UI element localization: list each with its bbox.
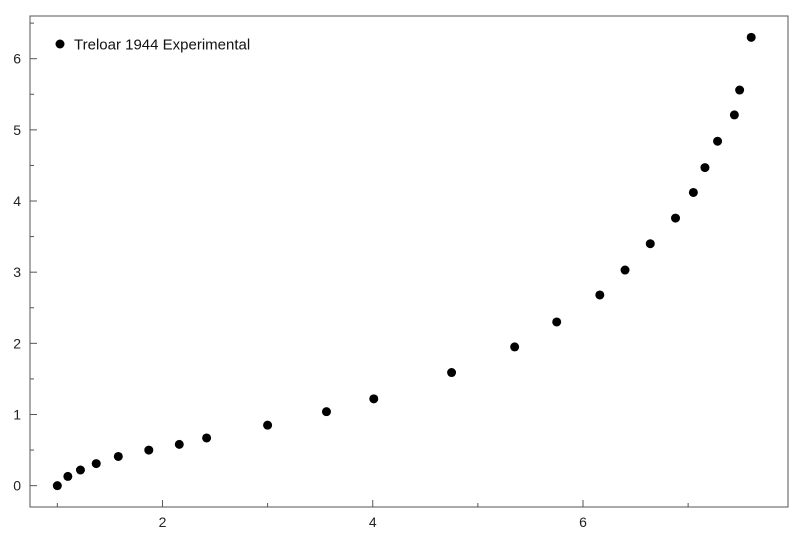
data-point: [52, 481, 62, 491]
data-point: [688, 187, 698, 197]
axes: 2 4 6 0 1 2 3 4 5 6: [13, 22, 689, 530]
data-point: [91, 459, 101, 469]
data-point: [263, 420, 273, 430]
data-point: [620, 265, 630, 275]
data-point: [595, 290, 605, 300]
data-point: [63, 471, 73, 481]
y-tick-label: 0: [13, 478, 21, 494]
data-point: [746, 32, 756, 42]
legend-label: Treloar 1944 Experimental: [74, 37, 250, 54]
data-point: [113, 451, 123, 461]
data-point: [510, 342, 520, 352]
data-point: [369, 394, 379, 404]
data-point: [645, 239, 655, 249]
data-point: [202, 433, 212, 443]
data-point: [671, 213, 681, 223]
y-tick-label: 6: [13, 51, 21, 67]
y-tick-label: 1: [13, 406, 21, 422]
data-point: [75, 465, 85, 475]
data-point: [729, 110, 739, 120]
data-point: [174, 439, 184, 449]
y-tick-label: 2: [13, 335, 21, 351]
x-tick-label: 6: [579, 514, 587, 530]
legend: Treloar 1944 Experimental: [55, 37, 250, 54]
data-point: [713, 136, 723, 146]
y-tick-label: 5: [13, 122, 21, 138]
data-point: [735, 85, 745, 95]
data-points: [52, 32, 756, 491]
legend-marker: [55, 39, 65, 49]
x-tick-label: 2: [159, 514, 167, 530]
data-point: [700, 163, 710, 173]
data-point: [447, 368, 457, 378]
x-tick-label: 4: [369, 514, 377, 530]
y-tick-label: 3: [13, 264, 21, 280]
y-tick-label: 4: [13, 193, 21, 209]
data-point: [144, 445, 154, 455]
plot-frame: [29, 15, 789, 508]
data-point: [552, 317, 562, 327]
data-point: [321, 407, 331, 417]
